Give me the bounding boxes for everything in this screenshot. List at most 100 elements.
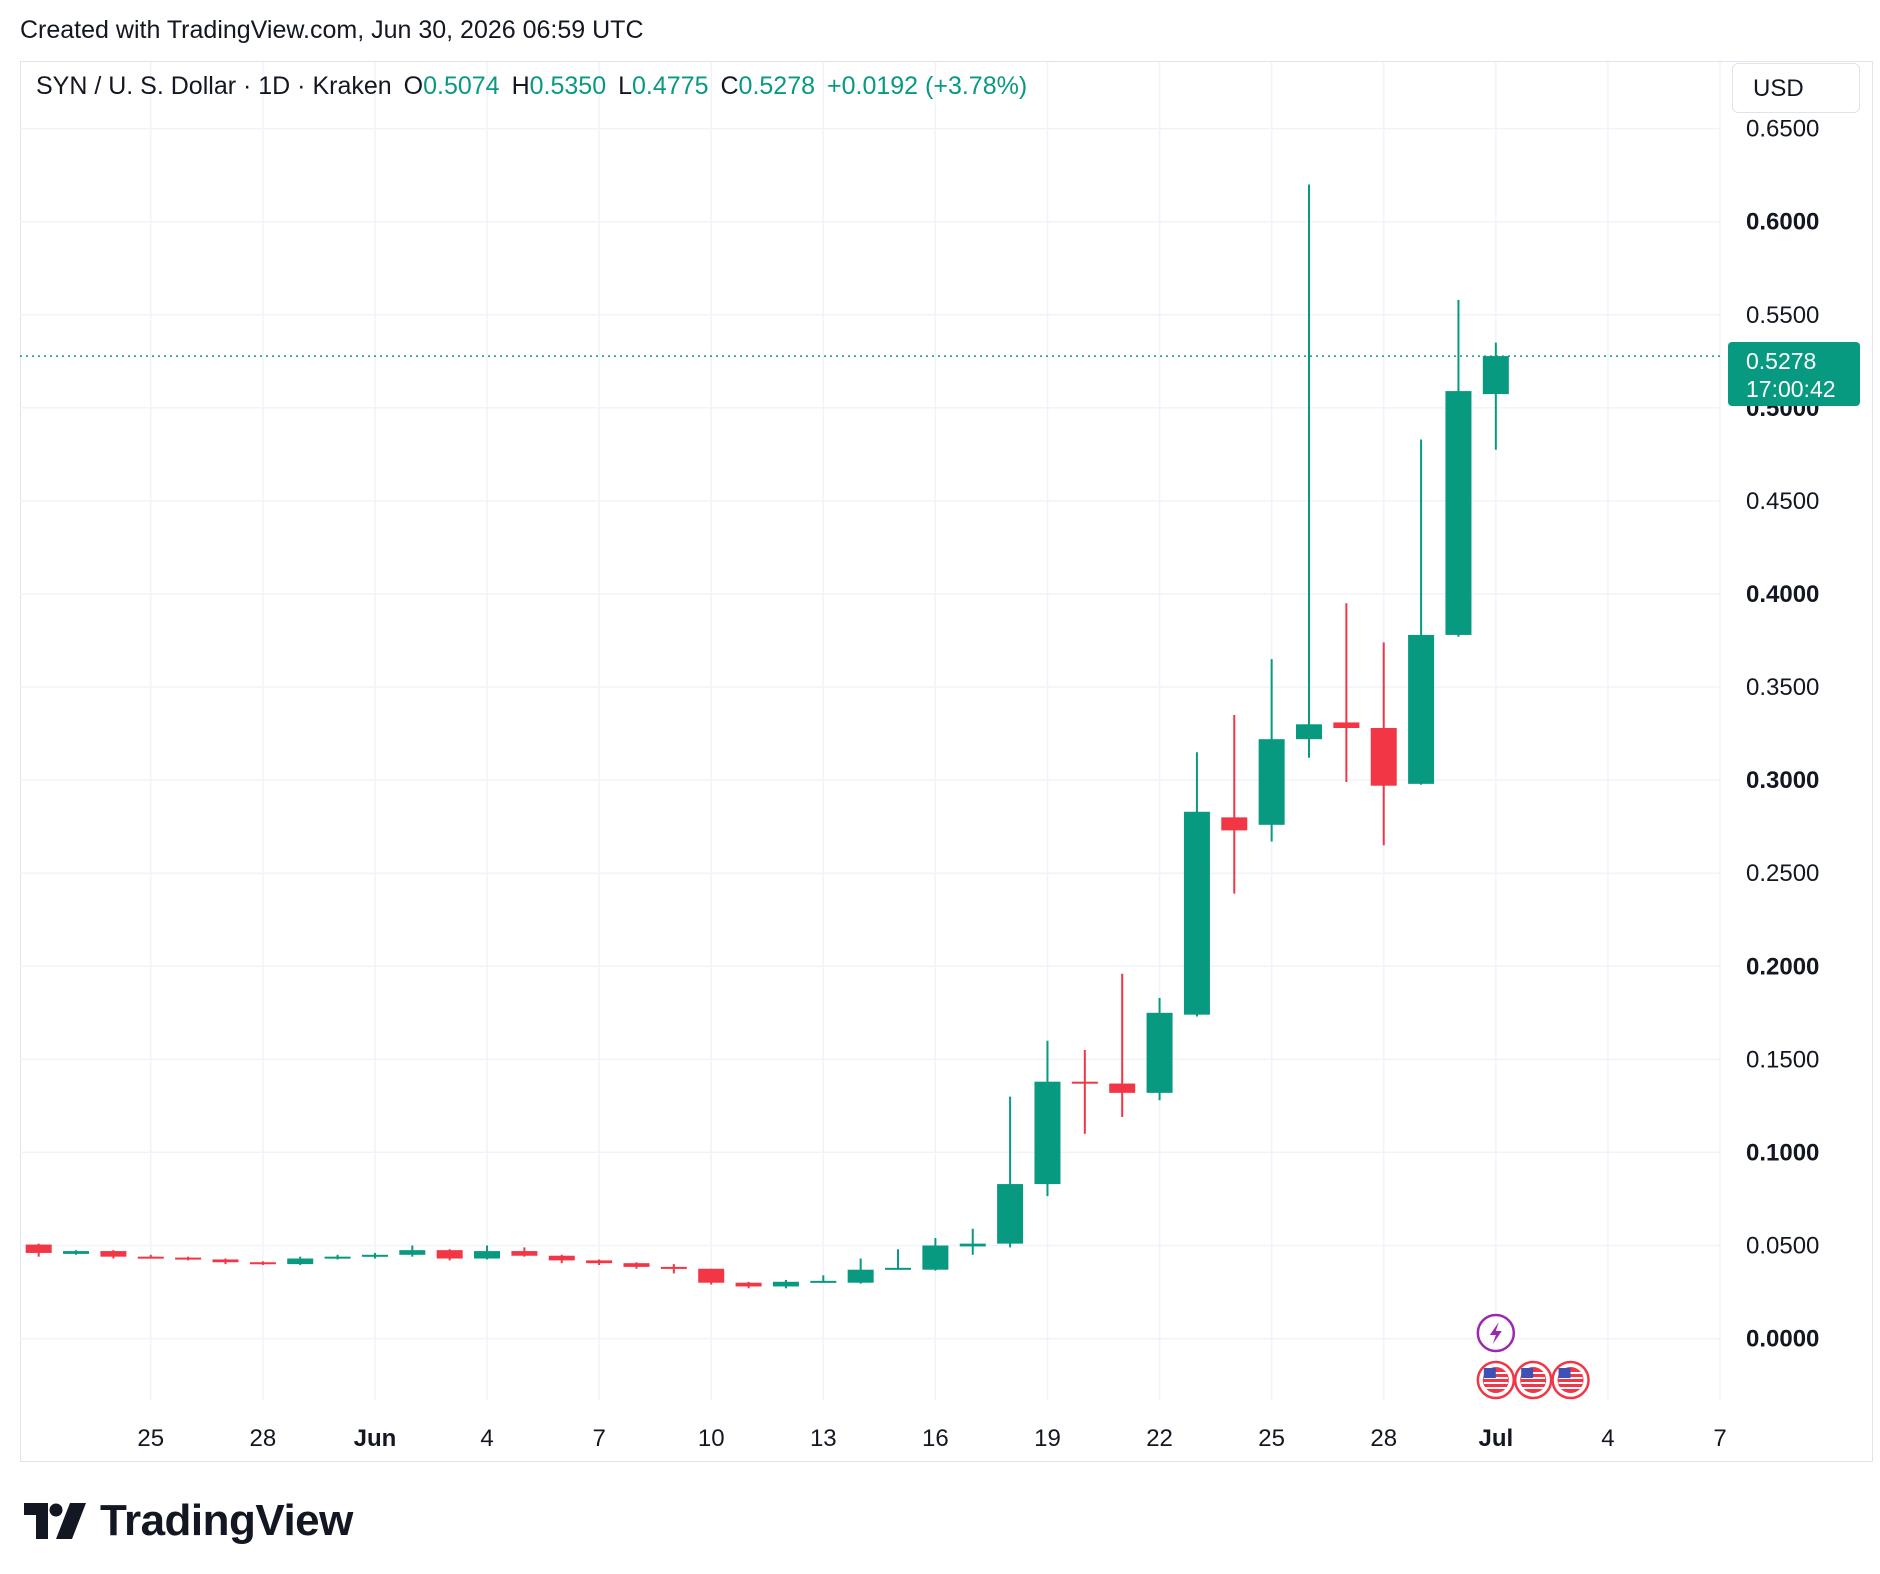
- y-tick-label: 0.5500: [1746, 302, 1819, 329]
- candle[interactable]: [810, 1275, 837, 1283]
- candle-body: [361, 1254, 388, 1257]
- x-tick-label: 28: [1370, 1425, 1397, 1452]
- candle[interactable]: [698, 1268, 725, 1285]
- candle[interactable]: [959, 1228, 986, 1255]
- candle[interactable]: [1258, 659, 1285, 842]
- candle-body: [1183, 811, 1210, 1015]
- currency-button[interactable]: USD: [1732, 63, 1860, 113]
- candle[interactable]: [100, 1250, 127, 1259]
- x-tick-label: 7: [1713, 1425, 1726, 1452]
- candle[interactable]: [249, 1261, 276, 1266]
- candle-body: [1408, 634, 1435, 784]
- candle[interactable]: [1071, 1050, 1098, 1134]
- candle-body: [324, 1256, 351, 1259]
- candle[interactable]: [1408, 439, 1435, 785]
- candle-body: [25, 1244, 52, 1253]
- candle[interactable]: [1034, 1040, 1061, 1197]
- legend-high-label: H: [511, 72, 530, 100]
- y-tick-label: 0.3500: [1746, 674, 1819, 701]
- candle[interactable]: [324, 1254, 351, 1260]
- candle[interactable]: [511, 1247, 538, 1257]
- candle[interactable]: [399, 1245, 426, 1257]
- candle-body: [810, 1280, 837, 1283]
- legend-open-label: O: [403, 72, 424, 100]
- legend-close-label: C: [720, 72, 739, 100]
- x-tick-label: 4: [1601, 1425, 1614, 1452]
- candle[interactable]: [436, 1249, 463, 1261]
- lightning-event-icon[interactable]: [1476, 1313, 1516, 1353]
- legend-symbol: SYN / U. S. Dollar · 1D · Kraken: [36, 72, 392, 100]
- y-tick-label: 0.1000: [1746, 1139, 1819, 1166]
- candle[interactable]: [1482, 342, 1509, 450]
- candle[interactable]: [772, 1279, 799, 1289]
- chart-legend: SYN / U. S. Dollar · 1D · Kraken O0.5074 H…: [36, 72, 1027, 101]
- candle[interactable]: [175, 1256, 202, 1261]
- y-tick-label: 0.3000: [1746, 767, 1819, 794]
- candle-body: [623, 1263, 650, 1267]
- candle-body: [175, 1257, 202, 1260]
- y-tick-label: 0.2000: [1746, 953, 1819, 980]
- y-tick-label: 0.4000: [1746, 581, 1819, 608]
- candle[interactable]: [997, 1096, 1024, 1248]
- candle[interactable]: [361, 1252, 388, 1259]
- candle[interactable]: [1183, 752, 1210, 1017]
- candle[interactable]: [847, 1258, 874, 1284]
- price-axis: 0.65000.60000.55000.50000.45000.40000.35…: [1746, 116, 1819, 1353]
- tradingview-logo-icon: [24, 1503, 86, 1539]
- x-tick-label: Jul: [1478, 1425, 1513, 1452]
- candle[interactable]: [1146, 997, 1173, 1101]
- x-tick-label: 28: [250, 1425, 277, 1452]
- candle-body: [249, 1262, 276, 1265]
- candle[interactable]: [474, 1245, 501, 1260]
- candle-body: [548, 1255, 575, 1261]
- us-flag-icon[interactable]: [1551, 1360, 1590, 1400]
- grid-lines: [20, 62, 1721, 1400]
- x-tick-label: 25: [137, 1425, 164, 1452]
- us-flag-icon[interactable]: [1476, 1360, 1516, 1400]
- legend-high-value: 0.5350: [529, 72, 607, 100]
- candle[interactable]: [735, 1281, 762, 1289]
- candle[interactable]: [1333, 603, 1360, 782]
- candle[interactable]: [287, 1256, 314, 1266]
- x-tick-label: 10: [698, 1425, 725, 1452]
- candle[interactable]: [1445, 299, 1472, 637]
- candle-body: [436, 1250, 463, 1259]
- candle[interactable]: [1296, 184, 1323, 758]
- candle-body: [1071, 1081, 1098, 1084]
- candles: [25, 184, 1509, 1289]
- candle[interactable]: [922, 1238, 949, 1271]
- us-flag-icon[interactable]: [1513, 1360, 1553, 1400]
- price-tag-countdown: 17:00:42: [1746, 376, 1836, 402]
- candle-body: [772, 1281, 799, 1287]
- candle[interactable]: [25, 1243, 52, 1257]
- y-tick-label: 0.0000: [1746, 1326, 1819, 1353]
- candle[interactable]: [1109, 973, 1136, 1118]
- candle-body: [1258, 739, 1285, 825]
- candle[interactable]: [1370, 642, 1397, 846]
- candle[interactable]: [1221, 714, 1248, 894]
- candle[interactable]: [137, 1254, 164, 1259]
- x-tick-label: 4: [480, 1425, 493, 1452]
- legend-change-value: +0.0192 (+3.78%): [827, 72, 1028, 100]
- candle-body: [997, 1184, 1024, 1244]
- x-tick-label: 19: [1034, 1425, 1061, 1452]
- x-tick-label: 22: [1146, 1425, 1173, 1452]
- y-tick-label: 0.1500: [1746, 1046, 1819, 1073]
- y-tick-label: 0.4500: [1746, 488, 1819, 515]
- x-tick-label: 13: [810, 1425, 837, 1452]
- candle[interactable]: [885, 1249, 912, 1270]
- x-tick-label: 16: [922, 1425, 949, 1452]
- candle[interactable]: [212, 1258, 239, 1265]
- y-tick-label: 0.0500: [1746, 1232, 1819, 1259]
- y-tick-label: 0.2500: [1746, 860, 1819, 887]
- candle[interactable]: [623, 1262, 650, 1269]
- candle[interactable]: [63, 1250, 90, 1255]
- x-tick-label: 25: [1258, 1425, 1285, 1452]
- y-tick-label: 0.6500: [1746, 116, 1819, 143]
- candle[interactable]: [660, 1264, 687, 1274]
- tradingview-logo[interactable]: TradingView: [24, 1496, 353, 1546]
- candle[interactable]: [586, 1259, 613, 1266]
- legend-close-value: 0.5278: [738, 72, 816, 100]
- candle[interactable]: [548, 1254, 575, 1264]
